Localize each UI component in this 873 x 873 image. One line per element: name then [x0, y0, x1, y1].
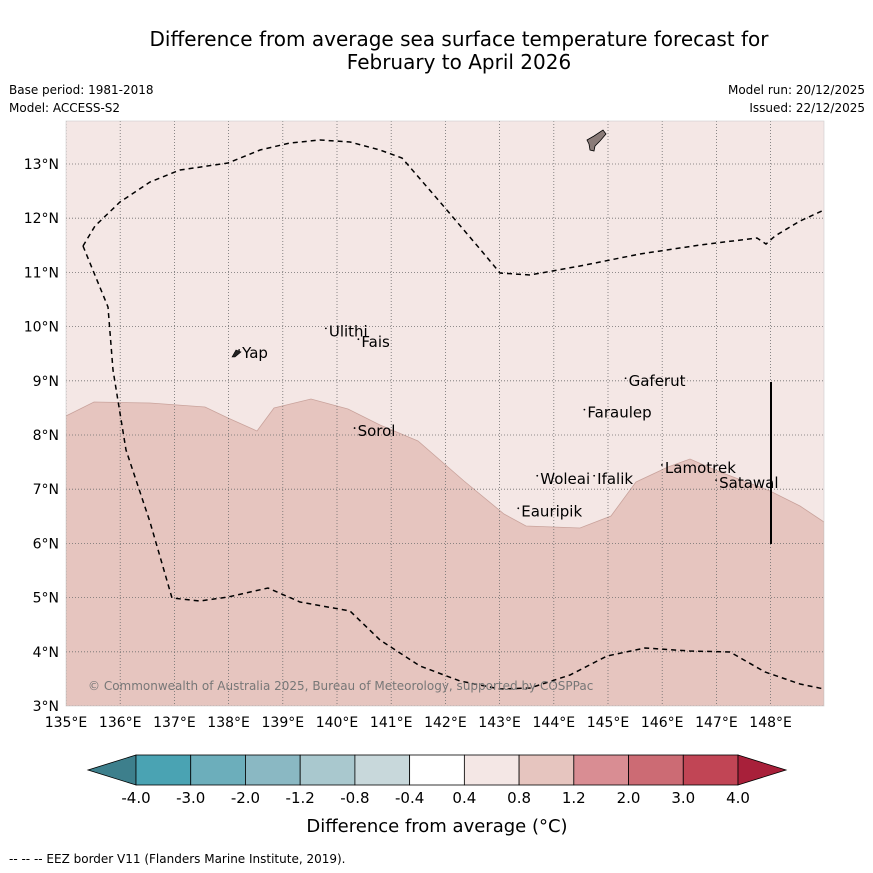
colorbar-tick-label: 0.4	[452, 789, 476, 807]
map-title: Difference from average sea surface temp…	[0, 28, 873, 74]
lat-tick-label: 7°N	[33, 482, 59, 498]
copyright-text: © Commonwealth of Australia 2025, Bureau…	[88, 679, 593, 693]
atoll-marker	[624, 377, 627, 380]
meta-left: Base period: 1981-2018 Model: ACCESS-S2	[9, 81, 154, 117]
colorbar-tick-label: 0.8	[507, 789, 531, 807]
graticule	[66, 121, 824, 706]
colorbar-tick-label: 4.0	[726, 789, 750, 807]
place-label: Eauripik	[521, 502, 582, 520]
place-label: Lamotrek	[665, 459, 736, 477]
map-frame	[65, 120, 825, 707]
colorbar-ticks: -4.0 -3.0 -2.0 -1.2 -0.8 -0.4 0.4 0.8 1.2 2.0 3.0 4…	[121, 789, 750, 807]
place-label: Faraulep	[587, 404, 651, 422]
atoll-marker	[583, 408, 586, 411]
yap-island	[231, 349, 242, 358]
colorbar-tick-label: -1.2	[286, 789, 315, 807]
base-period: Base period: 1981-2018	[9, 83, 154, 97]
atoll-marker	[517, 507, 520, 510]
colorbar-label: Difference from average (°C)	[306, 816, 567, 837]
lon-tick-label: 148°E	[749, 715, 792, 731]
place-label: Gaferut	[629, 372, 686, 390]
issued-date: Issued: 22/12/2025	[749, 101, 865, 115]
atoll-marker	[715, 479, 718, 482]
colorbar-tick-label: -4.0	[121, 789, 150, 807]
model-run: Model run: 20/12/2025	[727, 83, 865, 97]
colorbar-extend-low	[86, 754, 137, 786]
atoll-marker	[593, 474, 596, 477]
place-label: Ulithi	[329, 322, 368, 340]
lon-tick-label: 137°E	[153, 715, 196, 731]
lat-tick-label: 8°N	[33, 428, 59, 444]
colorbar-swatch	[463, 754, 520, 786]
lon-tick-label: 146°E	[641, 715, 684, 731]
eez-border-south	[82, 245, 824, 690]
place-label: Sorol	[358, 422, 396, 440]
lat-tick-label: 5°N	[33, 591, 59, 607]
colorbar-swatch	[628, 754, 684, 786]
colorbar-tick-label: -0.4	[395, 789, 424, 807]
colorbar-swatch	[354, 754, 411, 786]
lat-tick-label: 9°N	[33, 374, 59, 390]
model-name: Model: ACCESS-S2	[9, 101, 121, 115]
place-label: Woleai	[540, 470, 590, 488]
colorbar-swatch	[573, 754, 629, 786]
lon-tick-label: 138°E	[207, 715, 250, 731]
lon-tick-label: 139°E	[262, 715, 305, 731]
lat-tick-label: 3°N	[33, 699, 59, 715]
atoll-marker	[324, 327, 327, 330]
colorbar-swatch	[682, 754, 739, 786]
colorbar-swatch	[518, 754, 575, 786]
title-line-1: Difference from average sea surface temp…	[149, 27, 769, 51]
colorbar-tick-label: 2.0	[617, 789, 641, 807]
lat-tick-label: 6°N	[33, 536, 59, 552]
lat-tick-label: 10°N	[24, 320, 59, 336]
lon-tick-label: 141°E	[370, 715, 413, 731]
lon-tick-label: 145°E	[587, 715, 630, 731]
colorbar-tick-label: 3.0	[671, 789, 695, 807]
colorbar-swatch	[190, 754, 246, 786]
meta-right: Model run: 20/12/2025 Issued: 22/12/2025	[728, 81, 865, 117]
lat-tick-label: 13°N	[24, 157, 59, 173]
atoll-marker	[353, 427, 356, 429]
colorbar-extend-high	[737, 754, 788, 786]
colorbar-tick-label: -0.8	[340, 789, 369, 807]
lon-tick-label: 144°E	[533, 715, 576, 731]
atoll-marker	[536, 474, 539, 477]
lat-tick-label: 11°N	[24, 265, 59, 281]
place-label: Satawal	[719, 474, 778, 492]
eez-border-north	[82, 139, 824, 276]
latitude-labels: 3°N 4°N 5°N 6°N 7°N 8°N 9°N 10°N 11°N 12°N 13°N	[24, 157, 59, 715]
lat-tick-label: 12°N	[24, 211, 59, 227]
lon-tick-label: 140°E	[316, 715, 359, 731]
lon-tick-label: 143°E	[478, 715, 521, 731]
longitude-labels: 135°E 136°E 137°E 138°E 139°E 140°E 141°E 142°E…	[45, 715, 792, 731]
guam-island	[586, 129, 607, 152]
colorbar-swatch	[409, 754, 465, 786]
colorbar-swatch	[299, 754, 356, 786]
lon-tick-label: 135°E	[45, 715, 88, 731]
atoll-marker	[357, 338, 360, 341]
place-label: Ifalik	[597, 470, 633, 488]
legend-footer: -- -- -- EEZ border V11 (Flanders Marine…	[9, 852, 346, 866]
lon-tick-label: 142°E	[424, 715, 467, 731]
lon-tick-label: 147°E	[695, 715, 738, 731]
atoll-marker	[661, 464, 663, 466]
title-line-2: February to April 2026	[346, 50, 572, 74]
lat-tick-label: 4°N	[33, 645, 59, 661]
colorbar	[86, 754, 788, 786]
colorbar-tick-label: -3.0	[176, 789, 205, 807]
atoll-marker	[238, 349, 241, 351]
colorbar-swatch	[135, 754, 192, 786]
colorbar-tick-label: -2.0	[231, 789, 260, 807]
lon-tick-label: 136°E	[99, 715, 142, 731]
anomaly-field-medium	[66, 398, 824, 706]
place-label: Yap	[241, 344, 268, 362]
colorbar-tick-label: 1.2	[562, 789, 586, 807]
place-label: Fais	[361, 333, 390, 351]
colorbar-swatch	[245, 754, 301, 786]
